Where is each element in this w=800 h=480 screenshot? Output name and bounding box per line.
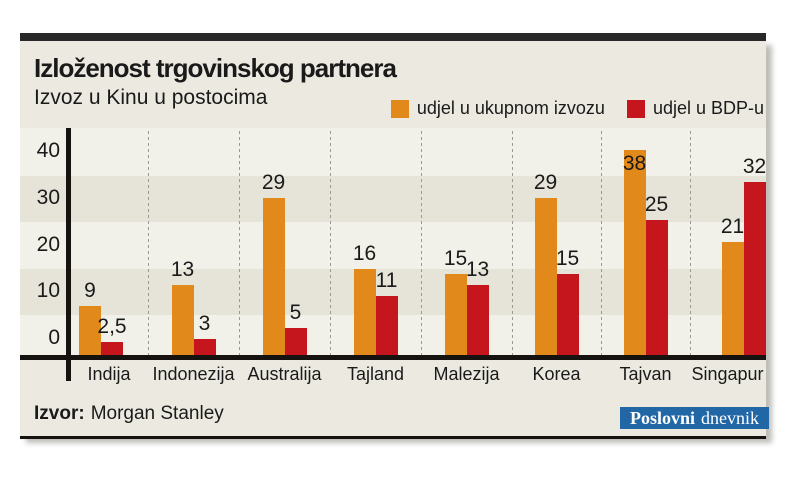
category-label: Tajland bbox=[346, 364, 405, 384]
bar-value-label: 5 bbox=[289, 301, 302, 324]
bar-value-label: 38 bbox=[622, 151, 647, 175]
bar-izvoz-singapur bbox=[721, 241, 744, 355]
brand-badge: Poslovni dnevnik bbox=[619, 407, 769, 429]
chart-subtitle: Izvoz u Kinu u postocima bbox=[34, 86, 268, 109]
bar-bdp-australija bbox=[284, 328, 307, 355]
bar-izvoz-tajland bbox=[353, 268, 376, 355]
legend-swatch-orange bbox=[390, 99, 409, 118]
bar-bdp-singapur bbox=[743, 182, 766, 355]
y-axis-line bbox=[66, 128, 71, 381]
bar-value-label: 11 bbox=[375, 268, 398, 292]
category-label: Tajvan bbox=[619, 364, 672, 384]
category-label: Malezija bbox=[433, 364, 500, 384]
bar-value-label: 21 bbox=[720, 214, 745, 238]
category-label: Korea bbox=[532, 364, 581, 384]
brand-name-bold: Poslovni bbox=[629, 407, 695, 428]
y-tick-label: 20 bbox=[36, 232, 60, 256]
bar-value-label: 9 bbox=[84, 279, 96, 303]
chart-title: Izloženost trgovinskog partnera bbox=[34, 53, 397, 83]
bar-value-label: 32 bbox=[742, 155, 767, 179]
source-value: Morgan Stanley bbox=[90, 403, 224, 424]
bar-izvoz-indija bbox=[79, 306, 101, 355]
bar-value-label: 15 bbox=[555, 247, 580, 270]
legend-label-bdp: udjel u BDP-u bbox=[652, 98, 764, 118]
grid-separator bbox=[601, 131, 602, 355]
bar-value-label: 3 bbox=[198, 311, 211, 335]
grid-separator bbox=[421, 131, 422, 355]
bar-bdp-tajland bbox=[375, 295, 398, 355]
bar-value-label: 13 bbox=[170, 257, 195, 281]
source-line: Izvor: Morgan Stanley bbox=[34, 403, 224, 425]
legend-swatch-red bbox=[626, 99, 645, 118]
bar-izvoz-tajvan bbox=[623, 149, 646, 355]
category-label: Singapur bbox=[691, 364, 764, 384]
legend-item-bdp: udjel u BDP-u bbox=[626, 98, 764, 119]
bar-izvoz-indonezija bbox=[171, 284, 194, 355]
category-label: Australija bbox=[247, 364, 322, 384]
bar-bdp-indija bbox=[101, 341, 123, 355]
x-axis-baseline bbox=[20, 355, 766, 360]
bar-chart: 40 30 20 10 0 9 2,5 Indija 13 3 Indonezija 29 5 Austr… bbox=[20, 41, 766, 436]
bar-value-label: 13 bbox=[465, 257, 490, 281]
bar-value-label: 25 bbox=[644, 193, 669, 216]
bar-bdp-korea bbox=[556, 274, 579, 355]
panel-top-border bbox=[20, 33, 766, 41]
bar-value-label: 16 bbox=[352, 241, 377, 265]
bar-value-label: 15 bbox=[443, 247, 468, 270]
bar-bdp-tajvan bbox=[645, 220, 668, 355]
bar-bdp-indonezija bbox=[193, 338, 216, 355]
source-label: Izvor: bbox=[34, 403, 85, 424]
bar-izvoz-korea bbox=[534, 198, 557, 355]
category-label: Indonezija bbox=[152, 364, 235, 384]
bar-value-label: 29 bbox=[533, 171, 558, 195]
chart-legend: udjel u ukupnom izvozu udjel u BDP-u bbox=[390, 98, 764, 119]
bar-izvoz-australija bbox=[262, 198, 285, 355]
y-tick-label: 40 bbox=[36, 139, 60, 162]
y-tick-label: 30 bbox=[36, 186, 60, 209]
legend-label-izvoz: udjel u ukupnom izvozu bbox=[416, 98, 605, 118]
bar-bdp-malezija bbox=[466, 284, 489, 355]
grid-separator bbox=[512, 131, 513, 355]
category-label: Indija bbox=[87, 364, 131, 384]
y-tick-label: 0 bbox=[48, 325, 60, 349]
infographic-panel: 40 30 20 10 0 9 2,5 Indija 13 3 Indonezija 29 5 Austr… bbox=[20, 41, 769, 439]
bar-value-label: 29 bbox=[261, 171, 286, 195]
brand-name-regular: dnevnik bbox=[701, 407, 759, 428]
grid-separator bbox=[148, 131, 149, 355]
grid-separator bbox=[690, 131, 691, 355]
bar-izvoz-malezija bbox=[444, 274, 467, 355]
grid-separator bbox=[239, 131, 240, 355]
bar-value-label: 2,5 bbox=[97, 314, 127, 338]
y-tick-label: 10 bbox=[36, 279, 60, 302]
legend-item-izvoz: udjel u ukupnom izvozu bbox=[390, 98, 605, 119]
grid-separator bbox=[330, 131, 331, 355]
